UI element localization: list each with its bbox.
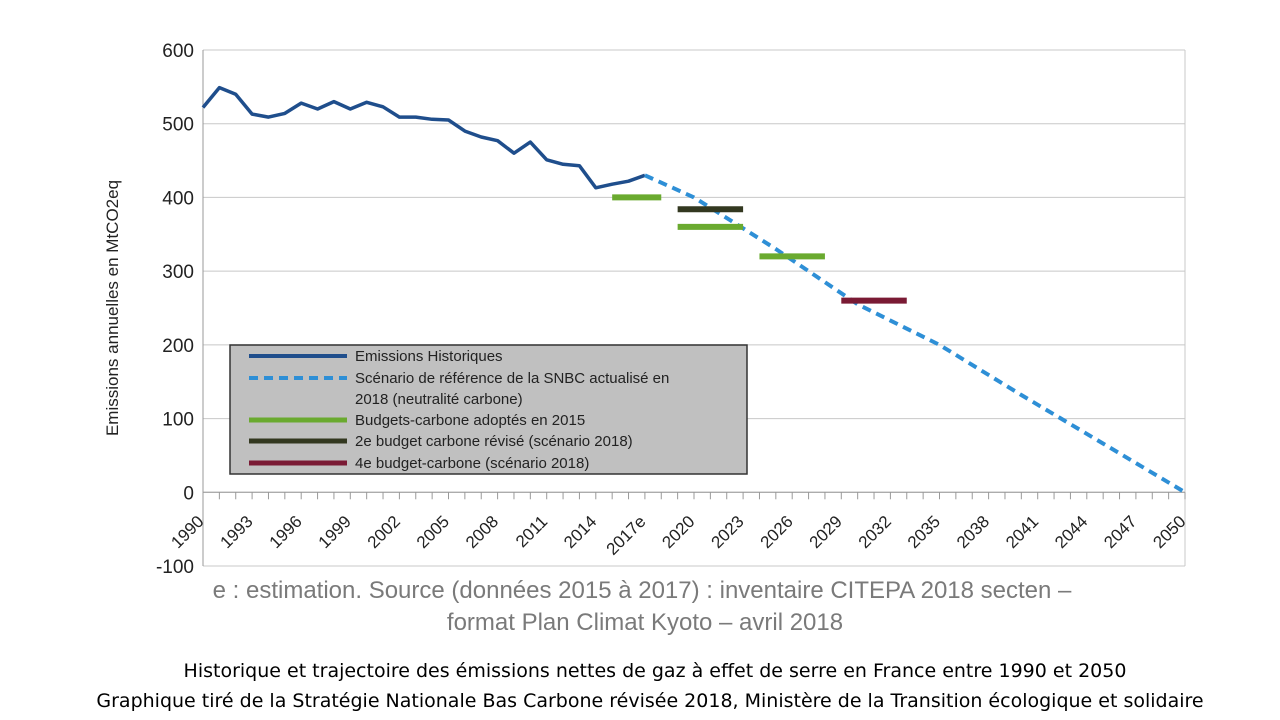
x-tick-label: 2029: [806, 512, 846, 552]
y-tick-label: 0: [183, 483, 194, 504]
caption-line-2: Graphique tiré de la Stratégie Nationale…: [96, 690, 1203, 712]
x-tick-label: 2002: [364, 512, 404, 552]
x-tick-label: 2050: [1149, 512, 1189, 552]
legend: Emissions Historiques Scénario de référen…: [229, 344, 748, 475]
x-tick-label: 2044: [1051, 512, 1091, 552]
historical-line: [201, 85, 646, 190]
x-tick-label: 2032: [855, 512, 895, 552]
x-tick-label: 1996: [266, 512, 306, 552]
y-tick-label: 400: [162, 188, 194, 209]
y-tick-label: 500: [162, 115, 194, 136]
caption-line-1: Historique et trajectoire des émissions …: [184, 660, 1127, 682]
x-tick-label: 2035: [904, 512, 944, 552]
x-tick-label: 2011: [512, 512, 551, 551]
x-tick-label: 2026: [757, 512, 797, 552]
x-tick-label: 1993: [217, 512, 257, 552]
gridlines: [203, 49, 1186, 567]
y-tick-label: -100: [156, 557, 194, 578]
x-tick-label: 2047: [1100, 512, 1140, 552]
source-note-line-1: e : estimation. Source (données 2015 à 2…: [213, 577, 1072, 604]
x-tick-label: 2014: [560, 512, 600, 552]
x-tick-label: 2041: [1002, 512, 1042, 552]
y-tick-label: 200: [162, 336, 194, 357]
y-tick-label: 300: [162, 262, 194, 283]
x-tick-label: 2017e: [603, 512, 650, 559]
x-tick-label: 1990: [167, 512, 207, 552]
x-tick-label: 2005: [413, 512, 453, 552]
legend-box: [229, 344, 748, 475]
legend-label: 2018 (neutralité carbone): [355, 391, 523, 408]
x-tick-label: 2020: [658, 512, 698, 552]
legend-label: Scénario de référence de la SNBC actuali…: [355, 370, 669, 387]
y-tick-label: 600: [162, 41, 194, 62]
x-tick-label: 2008: [462, 512, 502, 552]
y-axis-label: Emissions annuelles en MtCO2eq: [103, 180, 122, 436]
legend-label: 2e budget carbone révisé (scénario 2018): [355, 433, 633, 450]
x-tick-label: 1999: [315, 512, 355, 552]
legend-label: Budgets-carbone adoptés en 2015: [355, 412, 585, 429]
series: [201, 85, 1187, 495]
legend-label: 4e budget-carbone (scénario 2018): [355, 455, 589, 472]
legend-label: Emissions Historiques: [355, 348, 503, 365]
source-note-line-2: format Plan Climat Kyoto – avril 2018: [447, 609, 843, 636]
scenario-line: [644, 173, 1187, 495]
x-tick-label: 2038: [953, 512, 993, 552]
y-tick-label: 100: [162, 410, 194, 431]
x-tick-label: 2023: [708, 512, 748, 552]
